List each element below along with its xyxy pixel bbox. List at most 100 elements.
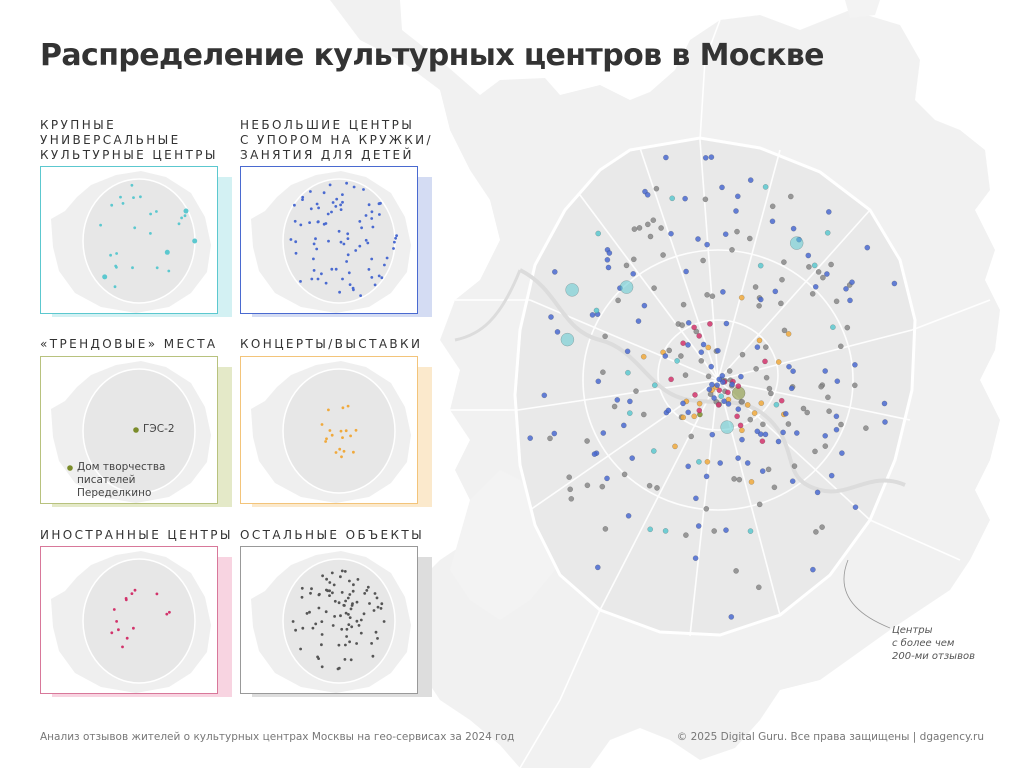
mini-map-dot: [115, 252, 118, 255]
mini-map-dot: [294, 628, 297, 632]
mini-map-dot: [301, 626, 305, 630]
mini-map-dot: [299, 223, 303, 227]
mini-map-dot: [125, 636, 129, 640]
mini-map-dot: [348, 593, 352, 596]
mini-map-dot: [326, 589, 329, 593]
mini-map-dot: [364, 238, 368, 242]
mini-map-dot: [368, 602, 371, 605]
mini-map-dot: [335, 197, 339, 201]
mini-map-dot: [309, 190, 312, 193]
mini-map-dot: [300, 586, 304, 590]
mini-map-dot: [352, 450, 355, 454]
mini-map-city: [82, 178, 196, 304]
mini-map-dot: [359, 631, 363, 635]
mini-map-dot: [305, 612, 309, 615]
mini-map-dot: [347, 623, 351, 626]
mini-map-dot: [345, 635, 348, 638]
mini-map-dot: [331, 591, 334, 595]
mini-map-dot: [301, 198, 304, 201]
mini-map-dot: [354, 249, 358, 252]
mini-map-dot: [339, 240, 343, 244]
panel-other: [240, 546, 418, 694]
mini-map-dot: [317, 606, 321, 610]
mini-map-dot: [370, 257, 374, 261]
mini-map-dot: [328, 581, 332, 584]
mini-map-dot: [343, 604, 346, 607]
mini-map-dot: [115, 620, 118, 623]
mini-map-dot: [349, 434, 352, 438]
mini-map-large: [51, 171, 211, 313]
mini-map-dot: [119, 195, 122, 199]
mini-map-dot: [109, 253, 112, 257]
mini-map-dot: [350, 625, 354, 629]
mini-map-dot: [331, 201, 335, 204]
mini-map-dot: [121, 202, 125, 205]
mini-map-dot: [301, 195, 305, 199]
mini-map-dot: [347, 613, 350, 616]
mini-map-dot: [299, 280, 302, 283]
mini-map-dot: [341, 406, 345, 410]
mini-map-dot: [328, 589, 331, 593]
mini-map-dot: [320, 423, 324, 426]
mini-map-dot: [349, 658, 353, 662]
mini-map-dot: [344, 643, 347, 647]
mini-map-dot: [314, 622, 318, 626]
mini-map-small: [251, 171, 411, 313]
mini-map-dot: [317, 206, 320, 210]
mini-map-dot: [358, 244, 362, 248]
mini-map-dot: [338, 290, 341, 294]
mini-map-dot: [377, 274, 381, 278]
mini-map-dot: [351, 286, 355, 290]
mini-map-dot: [330, 571, 334, 575]
mini-map-dot: [117, 628, 120, 632]
mini-map-dot: [132, 196, 135, 199]
mini-map-dot: [340, 627, 344, 631]
mini-map-dot: [380, 276, 384, 280]
mini-map-dot: [317, 593, 321, 597]
mini-map-dot: [373, 592, 377, 595]
mini-map-dot: [370, 217, 374, 220]
mini-map-dot: [342, 449, 346, 453]
mini-map-dot: [338, 447, 342, 451]
mini-map-dot: [326, 212, 330, 216]
mini-map-dot: [346, 596, 350, 600]
mini-map-dot: [355, 642, 358, 645]
mini-map-dot: [110, 203, 114, 207]
mini-map-dot: [314, 237, 317, 241]
mini-map-dot: [365, 589, 369, 592]
point-peredelkino: [67, 465, 73, 471]
mini-map-dot: [371, 225, 375, 229]
mini-map-dot: [359, 294, 362, 297]
mini-map-dot: [183, 214, 187, 218]
mini-map-dot: [332, 583, 336, 587]
mini-map-dot: [359, 618, 363, 622]
mini-map-dot: [315, 247, 319, 251]
mini-map-dot: [347, 271, 351, 275]
mini-map-dot: [334, 451, 338, 454]
mini-map-dot: [376, 637, 379, 640]
mini-map-dot: [324, 440, 327, 443]
mini-map-dot: [168, 610, 171, 614]
mini-map-dot: [291, 620, 295, 623]
mini-map-dot: [333, 599, 337, 603]
mini-map-city: [282, 368, 396, 494]
mini-map-dot: [112, 608, 116, 611]
footer-source: Анализ отзывов жителей о культурных цент…: [40, 731, 515, 743]
mini-map-dot: [357, 624, 361, 627]
mini-map-dot: [364, 214, 368, 217]
mini-map-dot: [355, 600, 359, 604]
footer-copyright: © 2025 Digital Guru. Все права защищены …: [676, 731, 984, 743]
mini-map-dot: [345, 181, 348, 185]
mini-map-dot: [354, 428, 358, 432]
mini-map-dot: [341, 193, 344, 196]
mini-map-dot: [293, 203, 296, 207]
mini-map-dot: [360, 226, 363, 230]
mini-map-dot: [99, 223, 102, 227]
mini-map-dot: [320, 620, 324, 623]
mini-map-dot: [380, 602, 384, 606]
roads: [450, 19, 991, 768]
mini-map-dot: [337, 229, 341, 233]
panel-label-small: Небольшие центры с упором на кружки/ зан…: [240, 118, 434, 162]
mini-map-dot: [348, 283, 352, 286]
mini-map-dot: [382, 620, 386, 623]
